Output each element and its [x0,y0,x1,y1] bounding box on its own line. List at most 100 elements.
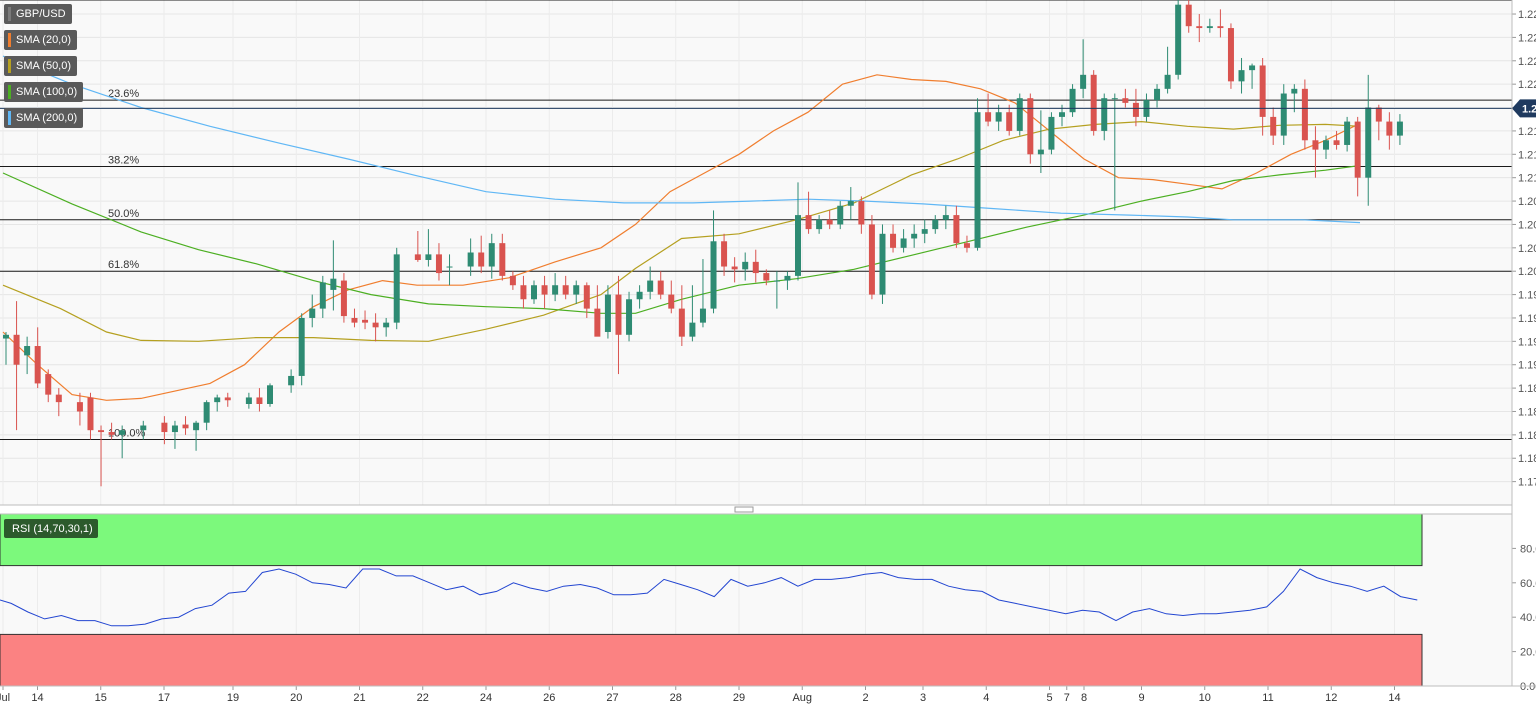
candle [974,98,981,251]
legend-symbol[interactable]: GBP/USD [4,4,72,24]
candle-body [340,280,347,317]
candle-body [1027,98,1034,155]
price-tick-label: 1.2000 [1518,266,1536,278]
candle-body [890,233,897,248]
legend-sma-20[interactable]: SMA (20,0) [4,30,78,50]
candle [1396,114,1403,145]
candle [1080,39,1087,99]
candle [256,388,263,412]
candle [953,205,960,248]
sma-line [2,164,1361,314]
candle-body [24,346,31,356]
time-tick-label: 5 [1046,692,1052,704]
candle [383,317,390,337]
candle [752,249,759,283]
candle [435,243,442,281]
candle-body [1154,88,1161,101]
time-axis: Jul 14 15 17 19 20 21 22 24 26 27 28 29 Aug 2 3 4 578 9 10 1… [0,686,1401,704]
legend-symbol-label: GBP/USD [16,8,66,20]
candle [488,233,495,279]
candle-body [140,425,147,431]
time-tick-label: 11 [1262,692,1273,704]
candle [24,336,31,375]
price-tick-label: 1.2125 [1518,149,1536,161]
legend-sma-50-label: SMA (50,0) [16,60,72,72]
price-tick-label: 1.1950 [1518,313,1536,325]
candle-body [721,241,728,267]
candle-body [330,278,337,290]
time-tick-label: 14 [31,692,43,704]
candle [108,422,115,440]
candle [552,273,559,302]
candle [710,210,717,314]
candle-body [647,280,654,292]
candle-body [435,254,442,274]
candle-body [1037,149,1044,155]
candle [1090,70,1097,136]
candle [203,400,210,431]
price-tick-label: 1.2075 [1518,196,1536,208]
candle-body [509,275,516,286]
candle-body [1175,4,1182,75]
rsi-panel: 80.0000 60.0000 40.0000 20.0000 0.0000 RSI (1… [0,513,1536,693]
candle-body [541,285,548,295]
price-tick-label: 1.1900 [1518,360,1536,372]
candle [1333,130,1340,150]
price-tick-label: 1.2225 [1518,56,1536,68]
candle [509,271,516,290]
candle-body [1185,4,1192,27]
time-tick-label: 9 [1138,692,1144,704]
legend-sma-50[interactable]: SMA (50,0) [4,56,78,76]
candle-body [520,285,527,300]
candle [1122,88,1129,108]
candle-body [76,402,83,412]
candle-body [87,397,94,431]
rsi-label: RSI (14,70,30,1) [12,523,93,535]
candle-body [108,432,115,435]
candle-body [816,219,823,230]
candle-body [615,294,622,335]
legend-sma-100[interactable]: SMA (100,0) [4,82,84,102]
rsi-label-box [4,519,98,538]
candle [1270,107,1277,145]
candle-body [657,280,664,295]
candle [372,313,379,342]
candle [1365,74,1372,206]
candle [731,257,738,283]
candle-body [1375,107,1382,122]
time-tick-label: 28 [670,692,682,704]
candle-body [1270,116,1277,136]
candle-body [1016,98,1023,131]
candle-body [1333,140,1340,145]
panel-resize-handle[interactable] [734,506,754,513]
candle [1386,112,1393,150]
candle-body [594,308,601,337]
candle [499,233,506,281]
candle-body [1227,28,1234,82]
candle [1323,135,1329,159]
candle-body [1132,102,1139,117]
rsi-overbought-zone [0,513,1423,567]
candle [594,285,601,337]
candle-body [1396,121,1403,136]
candle-body [583,285,590,309]
sma-line [2,74,1361,401]
fib-label: 23.6% [108,88,139,100]
candle-body [1386,121,1393,136]
legend-sma-200[interactable]: SMA (200,0) [4,108,84,128]
candle [647,266,654,300]
candle [1069,84,1076,117]
candle-body [488,243,495,267]
candle [298,313,305,386]
candle-body [742,261,749,270]
sma-line [2,120,1361,342]
candle-body [995,112,1002,122]
candle-body [425,254,432,260]
candle-body [1365,107,1372,178]
candle [1301,79,1308,150]
time-tick-label: 21 [353,692,365,704]
candle-body [1344,121,1351,145]
candle-body [1111,98,1118,100]
candle [890,224,897,253]
price-tick-label: 1.1975 [1518,290,1536,302]
